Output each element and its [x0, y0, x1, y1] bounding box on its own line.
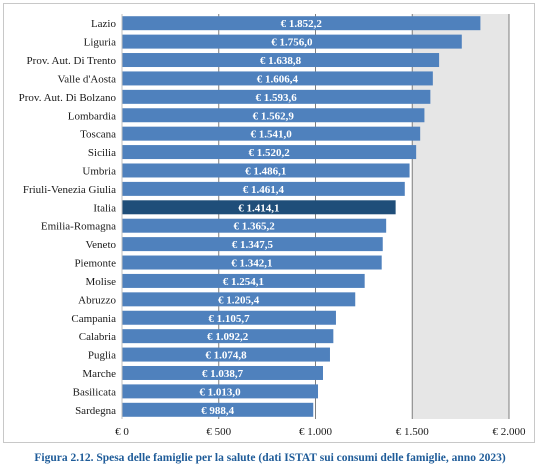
category-label: Puglia — [88, 350, 116, 362]
bar — [122, 16, 481, 31]
bar — [122, 273, 365, 288]
bar-value-label: € 1.520,2 — [248, 147, 290, 159]
bar-value-label: € 1.638,8 — [260, 55, 302, 67]
x-tick-label: € 500 — [206, 426, 231, 438]
category-label: Campania — [71, 313, 116, 325]
bar — [122, 384, 319, 399]
category-label: Piemonte — [74, 258, 116, 270]
chart-frame: € 1.852,2 Lazio € 1.756,0 Liguria € 1.638,8 P… — [3, 3, 535, 443]
category-label: Lazio — [91, 18, 117, 30]
category-label: Sardegna — [75, 405, 116, 417]
category-label: Prov. Aut. Di Bolzano — [19, 92, 117, 104]
category-label: Marche — [82, 368, 116, 380]
figure-caption: Figura 2.12. Spesa delle famiglie per la… — [34, 452, 506, 464]
bar — [122, 163, 410, 178]
bar — [122, 89, 431, 104]
category-label: Valle d'Aosta — [58, 73, 117, 85]
bar — [122, 347, 330, 362]
bar — [122, 145, 417, 160]
bar — [122, 108, 425, 123]
x-tick-label: € 1.500 — [396, 426, 430, 438]
x-tick-label: € 0 — [115, 426, 129, 438]
category-label: Liguria — [84, 37, 116, 49]
x-tick-label: € 1.000 — [299, 426, 333, 438]
bar — [122, 218, 387, 233]
bar-value-label: € 1.486,1 — [245, 165, 286, 177]
bar-value-label: € 1.254,1 — [223, 276, 264, 288]
bar-value-label: € 1.562,9 — [253, 110, 295, 122]
bar-value-label: € 1.593,6 — [256, 92, 298, 104]
bar — [122, 34, 462, 49]
bar-value-label: € 1.105,7 — [208, 313, 250, 325]
category-label: Calabria — [79, 331, 116, 343]
bar-value-label: € 1.365,2 — [233, 221, 275, 233]
bar-value-label: € 1.342,1 — [231, 258, 272, 270]
bar-value-label: € 1.074,8 — [205, 350, 247, 362]
category-label: Prov. Aut. Di Trento — [27, 55, 117, 67]
bar-value-label: € 1.092,2 — [207, 331, 249, 343]
category-label: Italia — [93, 202, 116, 214]
bar — [122, 181, 405, 196]
category-label: Sicilia — [88, 147, 116, 159]
bar — [122, 310, 336, 325]
bar-value-label: € 1.347,5 — [232, 239, 274, 251]
bar-value-label: € 1.013,0 — [199, 386, 241, 398]
category-label: Veneto — [85, 239, 116, 251]
category-label: Molise — [85, 276, 116, 288]
bar-chart: € 1.852,2 Lazio € 1.756,0 Liguria € 1.638,8 P… — [19, 14, 527, 438]
bar-value-label: € 1.461,4 — [243, 184, 285, 196]
category-label: Abruzzo — [78, 294, 116, 306]
bar — [122, 53, 440, 68]
category-label: Toscana — [80, 129, 116, 141]
bar — [122, 329, 334, 344]
category-label: Friuli-Venezia Giulia — [23, 184, 116, 196]
bar — [122, 71, 433, 86]
category-label: Basilicata — [73, 386, 116, 398]
bar — [122, 402, 314, 417]
category-label: Umbria — [82, 165, 116, 177]
bar-value-label: € 1.756,0 — [271, 37, 313, 49]
bar-value-label: € 988,4 — [201, 405, 235, 417]
x-tick-label: € 2.000 — [493, 426, 527, 438]
bar-value-label: € 1.205,4 — [218, 294, 260, 306]
bar-value-label: € 1.038,7 — [202, 368, 244, 380]
bar — [122, 292, 356, 307]
bar — [122, 200, 396, 215]
bar — [122, 126, 421, 141]
bar — [122, 365, 323, 380]
bar-value-label: € 1.852,2 — [281, 18, 323, 30]
category-label: Lombardia — [68, 110, 116, 122]
category-label: Emilia-Romagna — [41, 221, 116, 233]
bar-value-label: € 1.606,4 — [257, 73, 299, 85]
bar — [122, 255, 382, 270]
bar-value-label: € 1.541,0 — [250, 129, 292, 141]
bar-value-label: € 1.414,1 — [238, 202, 279, 214]
bar — [122, 237, 383, 252]
